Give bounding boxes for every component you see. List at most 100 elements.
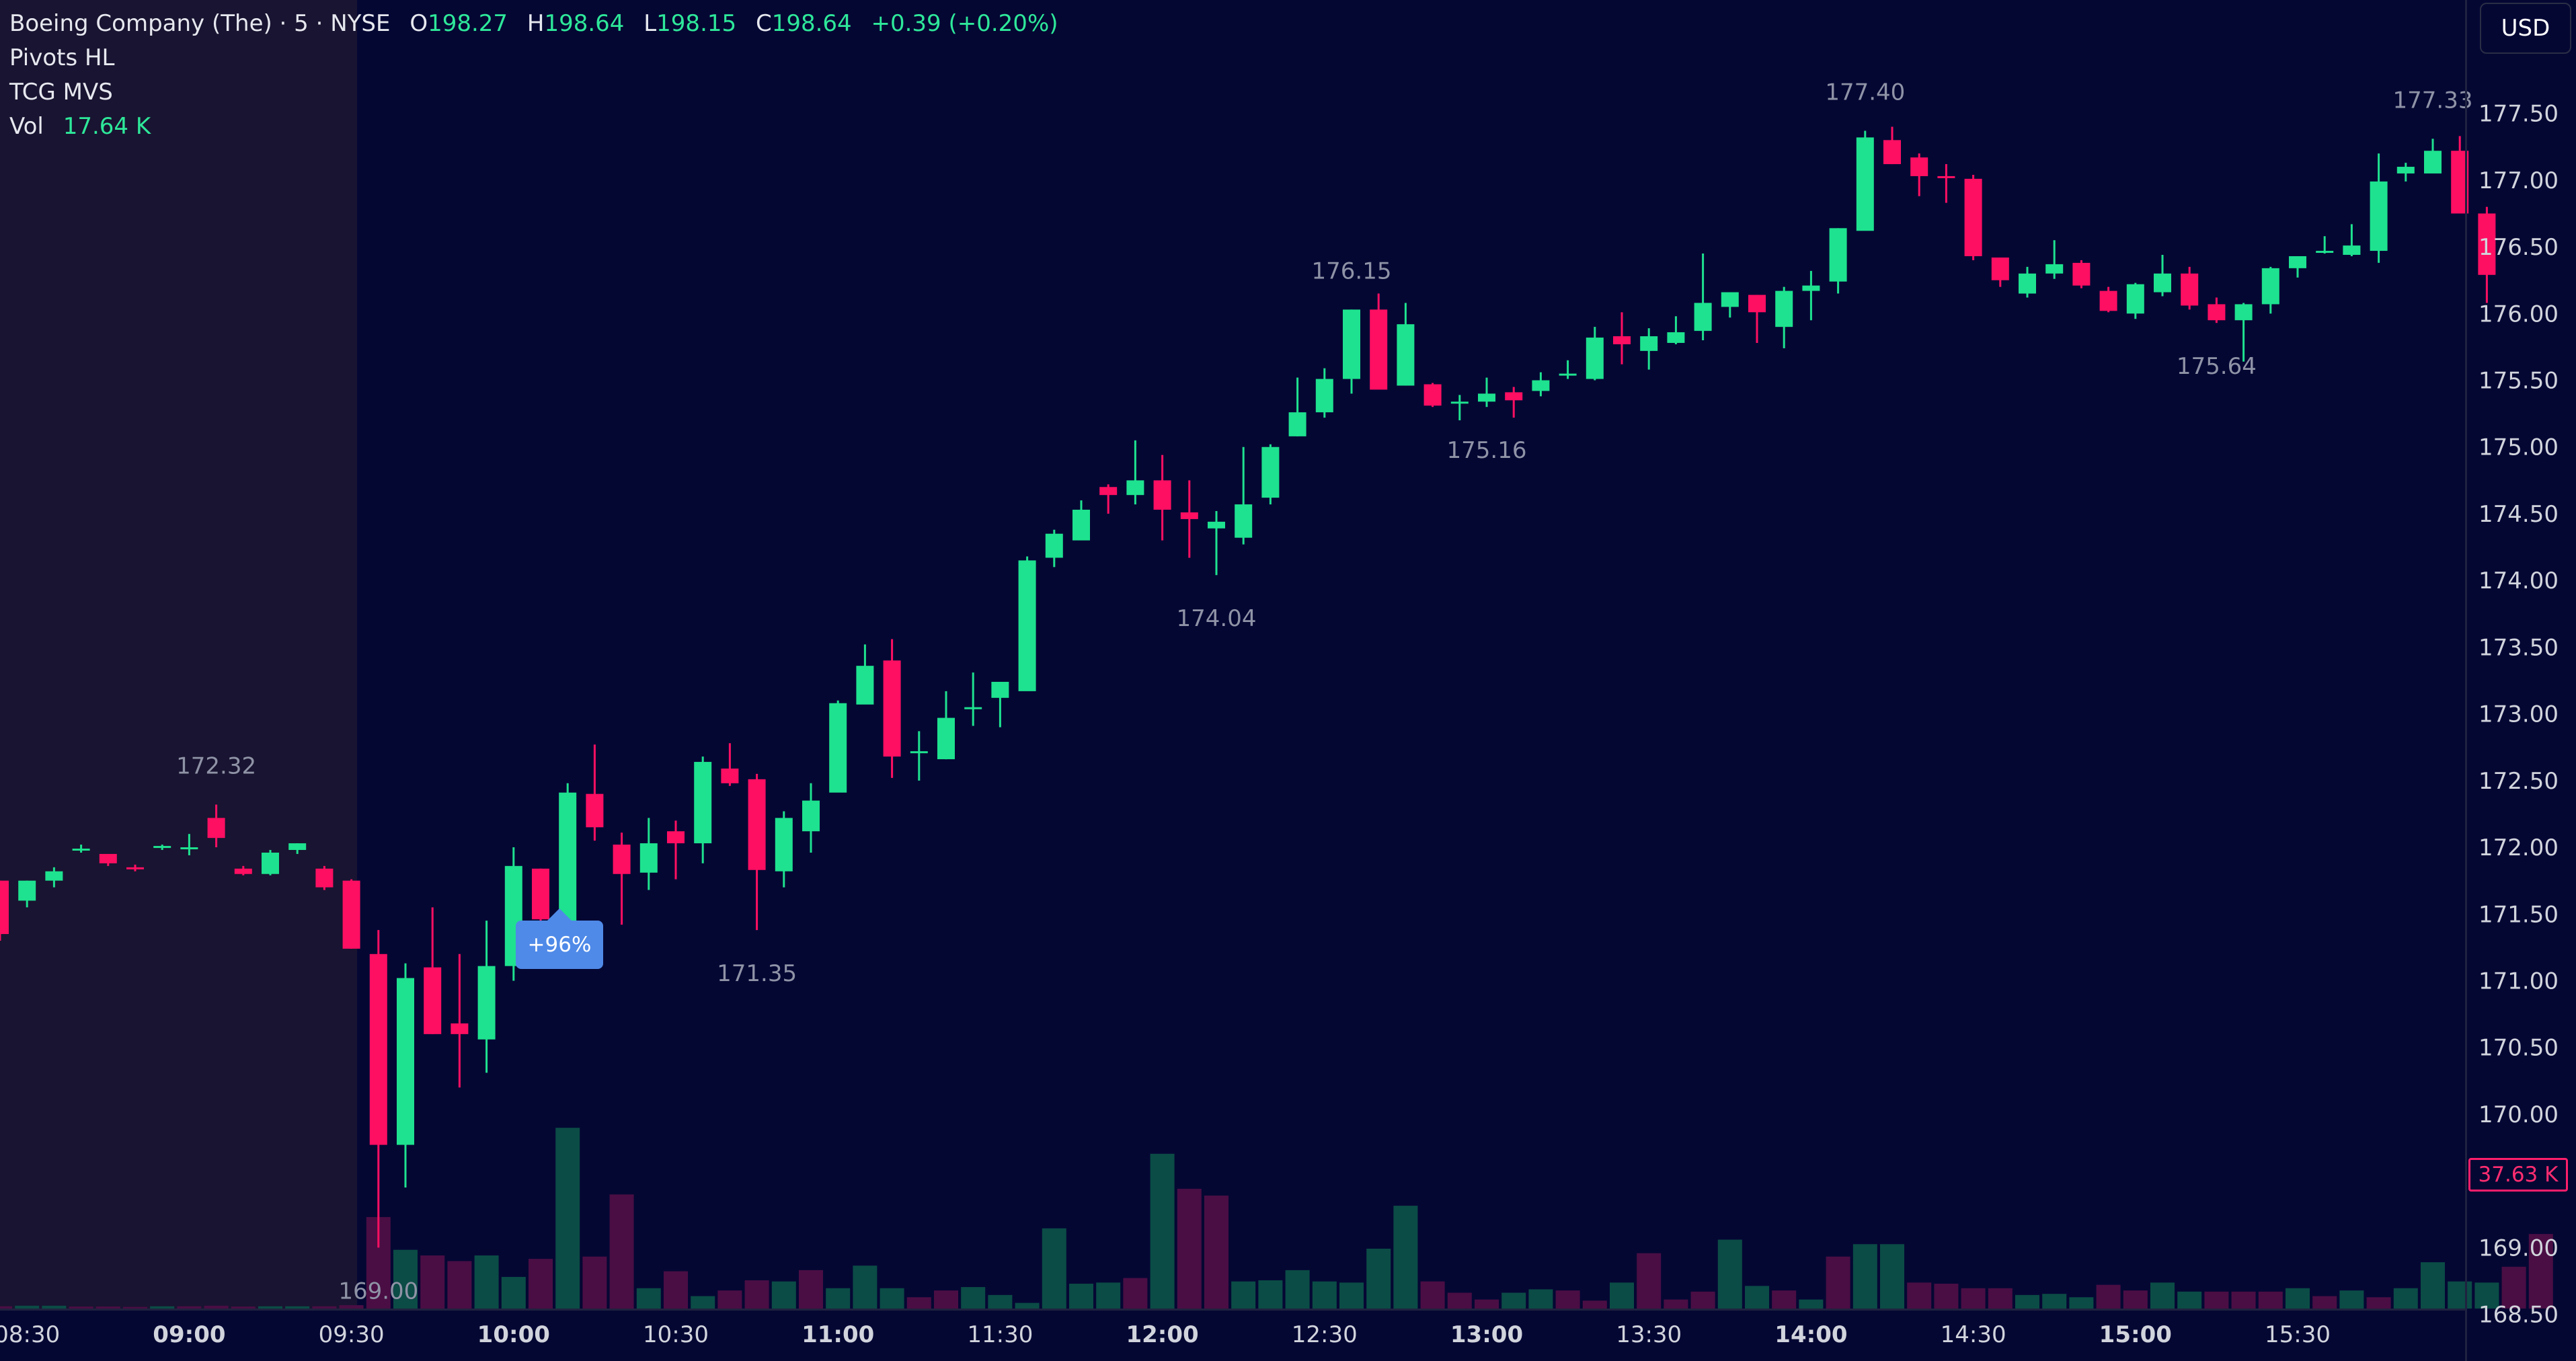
pivot-label: 177.33 (2393, 87, 2473, 114)
volume-bar (95, 1306, 120, 1309)
volume-bar (2096, 1284, 2121, 1309)
time-tick-label: 10:00 (477, 1321, 550, 1348)
volume-bar (1690, 1291, 1715, 1309)
volume-bar (2448, 1281, 2472, 1309)
candle-up (1640, 336, 1658, 351)
open-label: O (409, 10, 428, 37)
candle-up (1478, 393, 1495, 402)
volume-bar (1150, 1153, 1175, 1309)
candle-up (1018, 560, 1036, 691)
price-tick-label: 173.00 (2479, 701, 2559, 728)
volume-legend-row[interactable]: Vol 17.64 K (9, 110, 1058, 144)
candle-up (775, 818, 793, 871)
candle-up (2343, 245, 2361, 256)
currency-button[interactable]: USD (2480, 3, 2571, 54)
candle-down (315, 868, 334, 888)
candle-up (2154, 273, 2171, 293)
candle-down (721, 768, 739, 783)
volume-bar (717, 1290, 742, 1309)
chart-legend: Boeing Company (The) · 5 · NYSE O198.27 … (9, 7, 1058, 144)
volume-bar (123, 1307, 147, 1309)
price-tick-label: 170.00 (2479, 1101, 2559, 1128)
pivot-label: 174.04 (1177, 605, 1257, 632)
volume-bar (1501, 1292, 1526, 1309)
volume-bar (1475, 1299, 1499, 1309)
volume-bar (934, 1290, 958, 1309)
volume-bar (339, 1305, 364, 1309)
price-tick-label: 172.00 (2479, 834, 2559, 861)
candle-up (2019, 273, 2036, 294)
volume-bar (447, 1261, 472, 1309)
candle-up (829, 703, 847, 793)
time-tick-label: 10:30 (643, 1321, 709, 1348)
volume-bar (1204, 1196, 1228, 1309)
volume-bar (1258, 1280, 1283, 1309)
candle-up (1559, 373, 1577, 376)
volume-bar (1312, 1281, 1337, 1309)
candle-up (1829, 228, 1847, 282)
price-tick-label: 173.50 (2479, 634, 2559, 661)
candle-up (1072, 510, 1090, 541)
candle-up (262, 852, 279, 874)
candle-down (2478, 213, 2496, 275)
time-tick-label: 14:30 (1941, 1321, 2006, 1348)
candle-up (397, 978, 414, 1145)
candle-up (153, 846, 171, 849)
candle-up (1586, 338, 1604, 379)
candle-down (0, 880, 9, 935)
volume-bar (2393, 1288, 2418, 1309)
volume-bar (1799, 1299, 1824, 1309)
volume-bar (799, 1270, 823, 1309)
candle-up (1721, 292, 1739, 307)
candle-up (2424, 151, 2442, 173)
candle-down (1910, 157, 1928, 176)
candle-up (2126, 284, 2144, 314)
close-label: C (755, 10, 772, 37)
volume-bar (1772, 1290, 1797, 1309)
price-tick-label: 174.50 (2479, 501, 2559, 528)
volume-bar (1420, 1281, 1445, 1309)
candle-down (1370, 309, 1388, 390)
vol-value: 17.64 K (63, 113, 151, 140)
candle-up (991, 681, 1009, 698)
time-tick-label: 12:30 (1292, 1321, 1358, 1348)
volume-bar (1528, 1289, 1553, 1309)
candle-up (559, 792, 577, 924)
volume-bar (880, 1288, 904, 1309)
volume-bar (1447, 1292, 1472, 1309)
price-axis-border (2465, 0, 2467, 1361)
price-tick-label: 177.50 (2479, 101, 2559, 128)
volume-bar (0, 1306, 12, 1309)
pivot-label: 176.15 (1312, 258, 1392, 284)
volume-bar (1123, 1278, 1148, 1309)
candle-up (1532, 380, 1550, 391)
pivot-label: 175.16 (1447, 437, 1527, 464)
time-axis[interactable]: 08:30 09:00 09:30 10:00 10:30 11:00 11:30 12:00… (0, 1321, 2331, 1348)
candle-down (1883, 140, 1901, 165)
volume-bar (664, 1271, 688, 1309)
volume-bar (691, 1296, 715, 1309)
candle-down (1153, 480, 1171, 510)
candle-up (1261, 446, 1280, 498)
volume-bar (529, 1259, 553, 1309)
symbol-title[interactable]: Boeing Company (The) · 5 · NYSE (9, 10, 391, 37)
candle-up (2234, 304, 2253, 321)
candle-down (883, 660, 901, 757)
candle-down (2099, 290, 2117, 311)
candle-down (667, 831, 685, 844)
volume-bar (420, 1255, 445, 1309)
indicator-tcg-mvs[interactable]: TCG MVS (9, 79, 113, 106)
close-value: 198.64 (771, 10, 852, 37)
candle-down (1505, 392, 1523, 401)
price-axis[interactable]: 177.50 177.00 176.50 176.00 175.50 175.00 174.… (2479, 101, 2559, 1329)
candle-up (45, 871, 63, 881)
candle-down (1613, 336, 1631, 344)
volume-bar (2366, 1297, 2391, 1309)
volume-bar (258, 1306, 282, 1309)
volume-price-tag: 37.63 K (2468, 1158, 2568, 1192)
volume-bar (1934, 1284, 1959, 1309)
volume-bar (1339, 1282, 1364, 1309)
indicator-pivots-hl[interactable]: Pivots HL (9, 44, 115, 71)
candle-up (1288, 412, 1306, 436)
